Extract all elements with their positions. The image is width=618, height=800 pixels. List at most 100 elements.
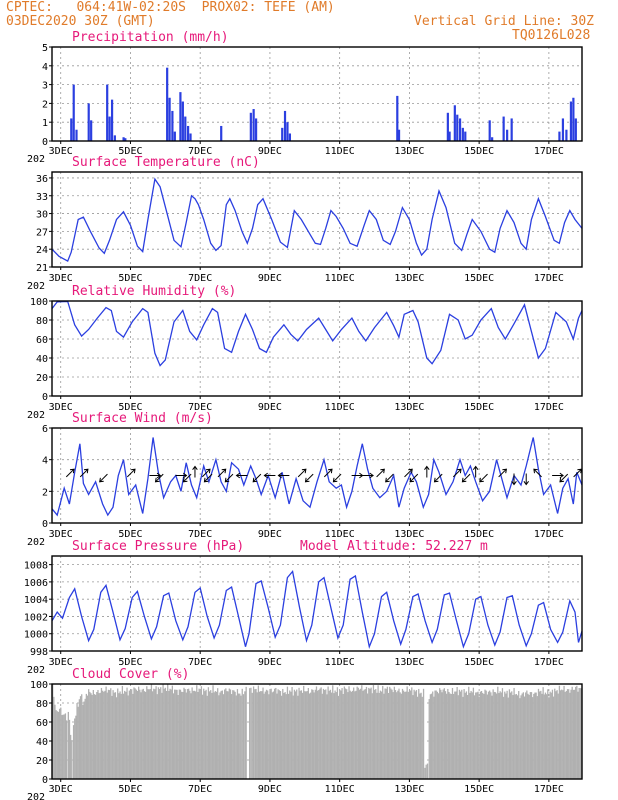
x-tick-label: 11DEC <box>325 784 355 795</box>
cloud-bar <box>90 693 92 779</box>
cloud-bar <box>464 692 466 779</box>
wind-arrow-shaft <box>409 473 419 483</box>
wind-arrow <box>182 473 192 483</box>
cloud-bar <box>133 687 135 779</box>
cloud-bar <box>383 693 385 779</box>
cloud-bar <box>192 690 194 779</box>
cloud-bar <box>494 692 497 779</box>
cloud-bar <box>149 688 151 779</box>
cloud-bar <box>237 693 240 779</box>
cloud-bar <box>315 686 318 779</box>
cloud-bar <box>254 689 256 779</box>
cloud-bar <box>328 690 330 779</box>
cloud-bar <box>428 699 430 779</box>
cloud-bar <box>304 691 306 779</box>
y-tick-label: 0 <box>42 519 48 530</box>
cloud-bar <box>358 689 361 779</box>
cloud-bar <box>354 691 356 779</box>
cloud-bar <box>452 693 455 779</box>
wind-arrow-shaft <box>155 473 164 483</box>
cloud-bar <box>129 690 132 779</box>
cloud-bar <box>308 693 311 779</box>
x-tick-label: 15DEC <box>464 529 494 540</box>
precip-bar <box>281 127 284 141</box>
cloud-bar <box>433 696 435 779</box>
cloud-bar <box>239 693 241 779</box>
cloud-bar <box>193 690 196 779</box>
precip-bar <box>113 135 116 141</box>
x-tick-label: 13DEC <box>394 273 424 284</box>
panel-0: Precipitation (mm/h) 0 1 2 3 4 5 3DEC 5DEC 7DEC 9D… <box>27 30 583 165</box>
cloud-bar <box>282 688 284 779</box>
wind-arrow-shaft <box>462 473 471 483</box>
cloud-bar <box>579 688 581 779</box>
cloud-bar <box>376 692 378 779</box>
cloud-bar <box>54 704 56 779</box>
cloud-bar <box>194 691 197 779</box>
cloud-bar <box>262 687 264 779</box>
cloud-bar <box>244 691 246 779</box>
cloud-bar <box>148 689 150 779</box>
cloud-bar <box>70 734 72 779</box>
cloud-bar <box>174 689 176 779</box>
header-station: CPTEC: 064:41W-02:20S PROX02: TEFE (AM) <box>6 0 335 15</box>
x-tick-label: 5DEC <box>118 784 142 795</box>
cloud-bar <box>396 692 398 779</box>
cloud-bar <box>549 691 551 779</box>
cloud-bar <box>107 689 110 779</box>
y-tick-label: 3 <box>42 81 48 92</box>
cloud-bar <box>272 691 275 779</box>
cloud-bar <box>448 691 450 779</box>
cloud-bar <box>234 691 236 779</box>
wind-arrow <box>65 468 75 478</box>
cloud-bar <box>491 695 493 779</box>
precip-bar <box>122 137 125 141</box>
cloud-bar <box>332 685 334 779</box>
cloud-bar <box>241 688 243 779</box>
cloud-bar <box>175 689 177 779</box>
cloud-bar <box>437 693 440 779</box>
precip-bar <box>572 97 575 141</box>
cloud-bar <box>106 692 108 779</box>
cloud-bar <box>211 692 213 779</box>
cloud-bar <box>108 690 111 779</box>
wind-arrow <box>433 473 443 483</box>
cloud-bar <box>225 688 227 779</box>
precip-bar <box>569 101 573 141</box>
wind-arrow-head <box>559 472 564 479</box>
cloud-bar <box>565 690 568 779</box>
cloud-bar <box>279 690 282 779</box>
cloud-bar <box>119 691 121 779</box>
precip-bar <box>283 110 287 141</box>
cloud-bar <box>190 693 192 779</box>
cloud-bar <box>296 689 298 779</box>
precip-bar <box>166 67 169 141</box>
cloud-bar <box>283 692 285 779</box>
cloud-bar <box>512 695 514 779</box>
cloud-bar <box>91 694 93 779</box>
cloud-bar <box>112 690 114 779</box>
cloud-bar <box>76 703 78 779</box>
cloud-bar <box>507 697 509 779</box>
cloud-bar <box>439 688 441 779</box>
wind-arrow-shaft <box>404 468 413 478</box>
wind-arrow <box>154 473 164 483</box>
cloud-bar <box>240 695 242 779</box>
y-tick-label: 33 <box>36 192 48 203</box>
cloud-bar <box>508 689 511 779</box>
cloud-bar <box>369 688 371 779</box>
cloud-bar <box>382 685 384 779</box>
header-grid-line: Vertical Grid Line: 30Z <box>414 14 595 29</box>
cloud-bar <box>344 688 347 779</box>
cloud-bar <box>204 691 206 779</box>
precip-bar <box>574 118 577 141</box>
wind-arrow <box>323 468 333 478</box>
cloud-bar <box>160 687 162 779</box>
panel-title: Cloud Cover (%) <box>72 667 189 682</box>
cloud-bar <box>527 693 529 779</box>
cloud-bar <box>158 689 161 779</box>
cloud-bar <box>554 688 556 779</box>
cloud-bar <box>514 694 516 779</box>
cloud-bar <box>442 689 444 779</box>
cloud-bar <box>360 688 362 779</box>
